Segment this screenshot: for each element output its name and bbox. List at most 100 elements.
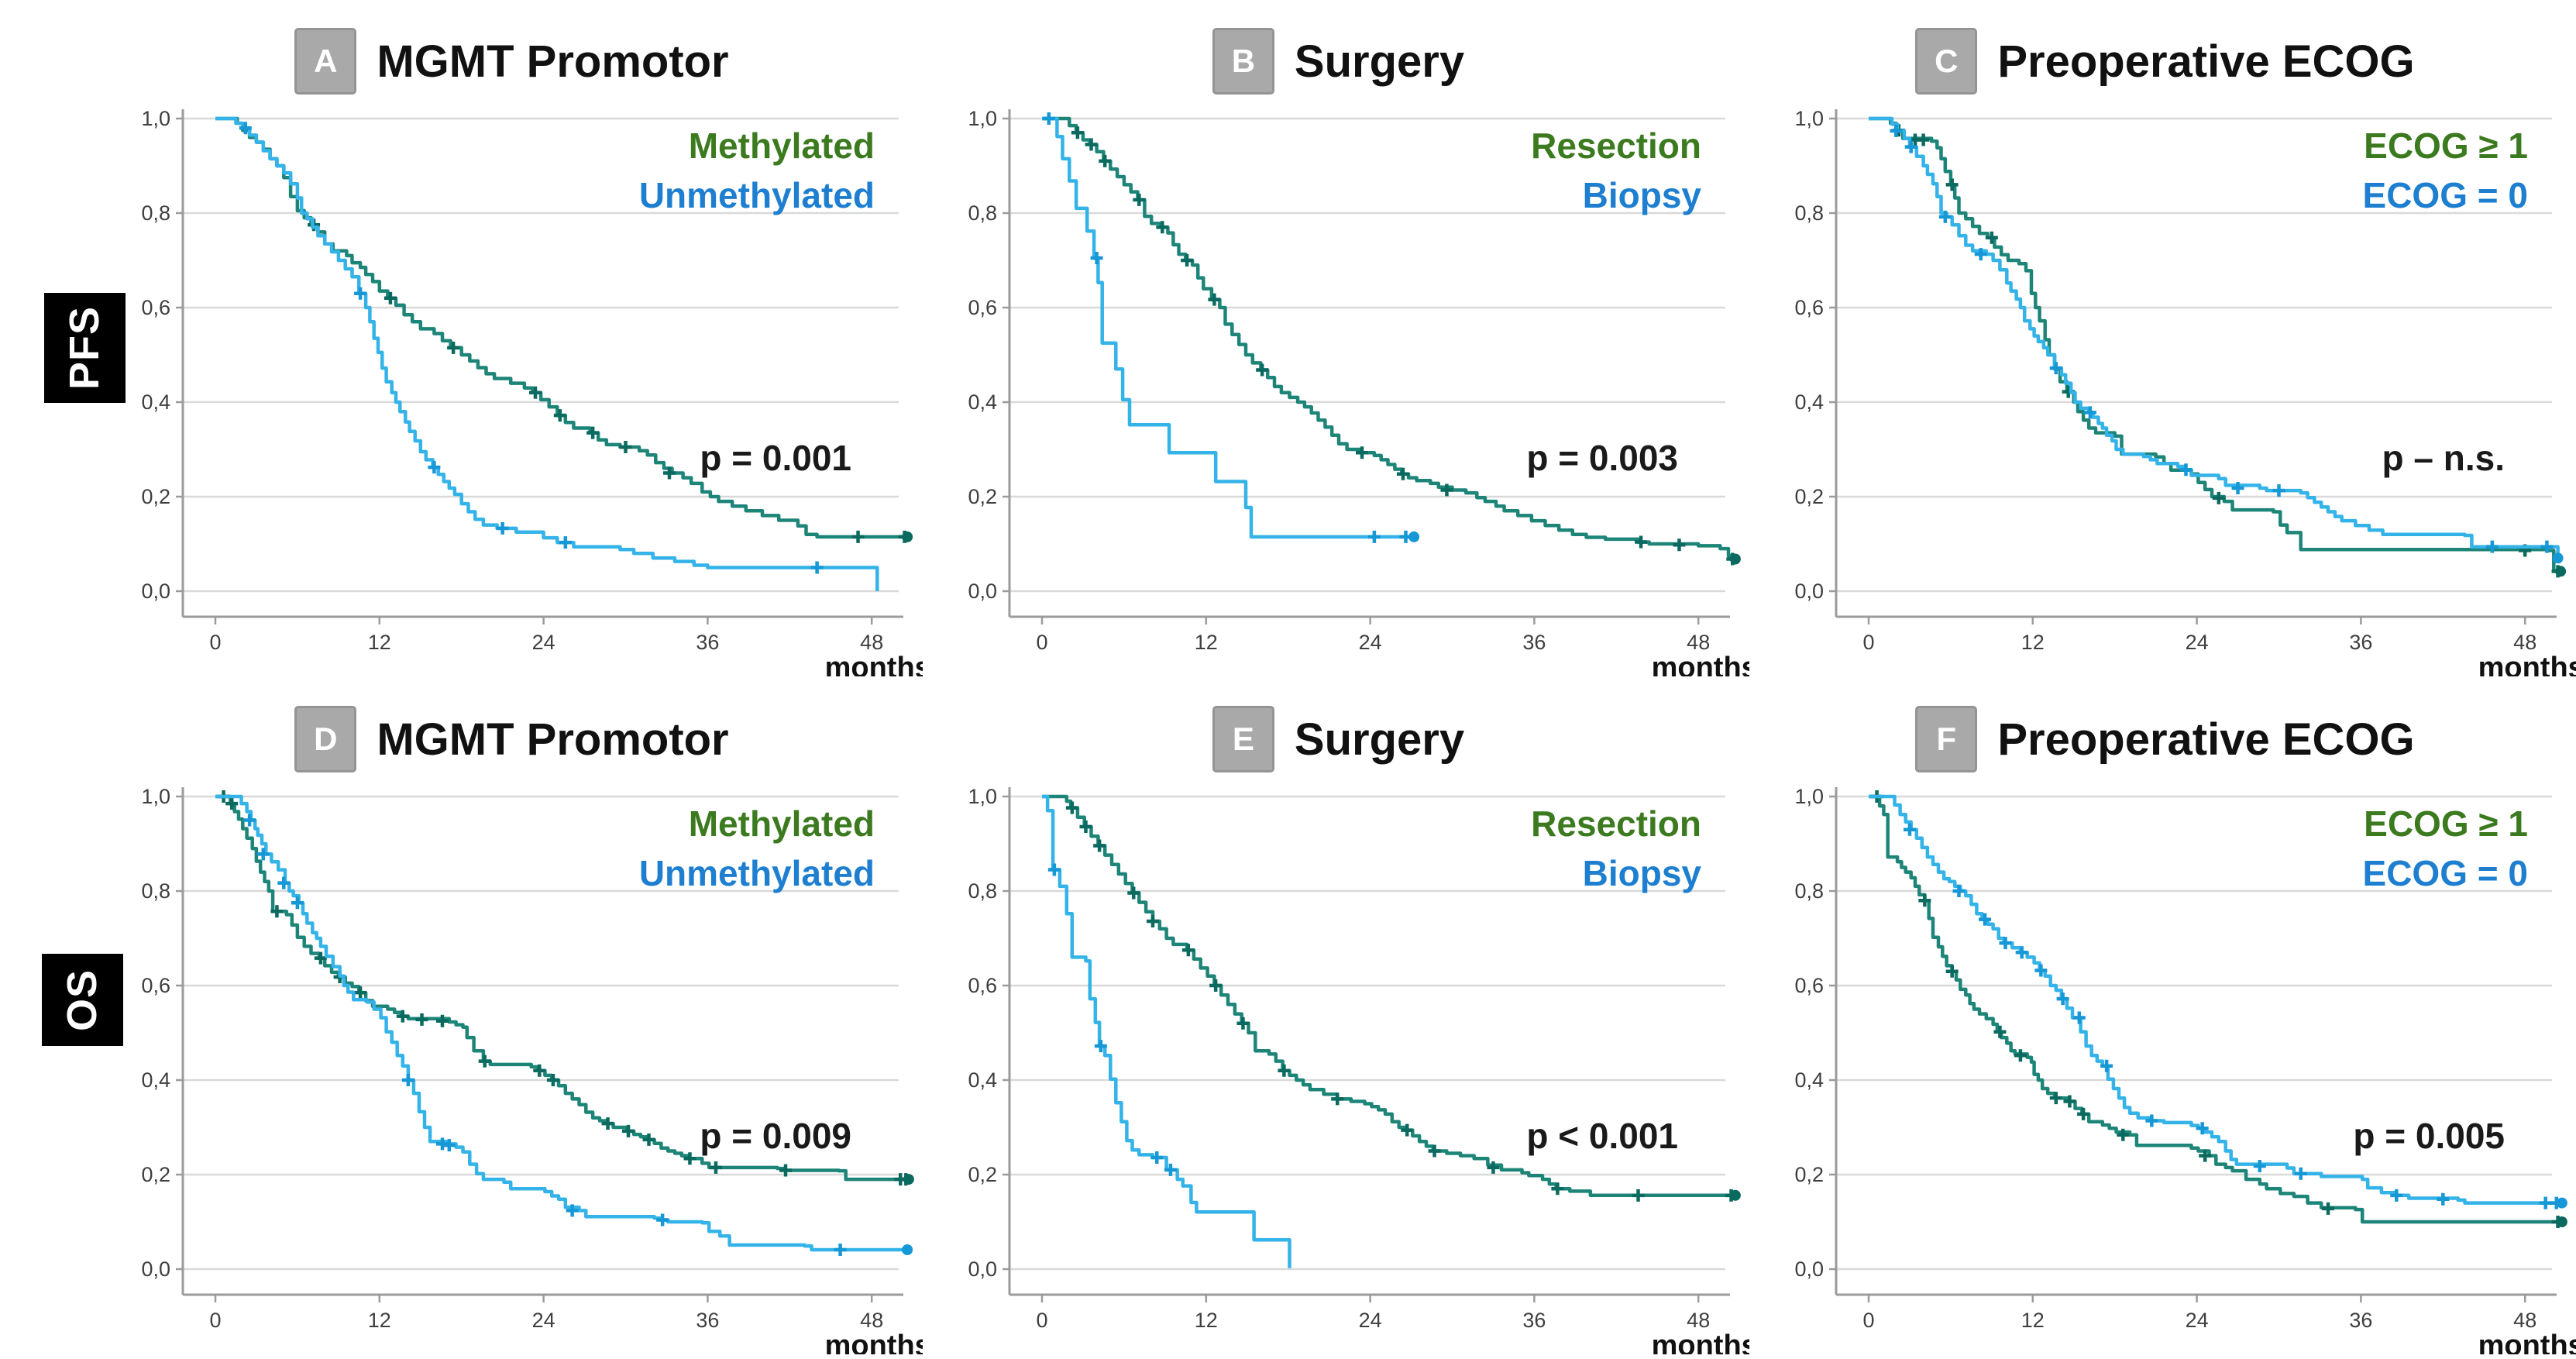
- censor-marker: [239, 122, 252, 135]
- y-tick-label: 0,0: [1794, 580, 1824, 603]
- censor-marker: [2253, 1160, 2266, 1173]
- x-tick-label: 36: [1522, 631, 1546, 654]
- y-tick-label: 0,4: [141, 1068, 170, 1092]
- censor-marker: [1181, 944, 1195, 957]
- y-tick-label: 0,0: [968, 580, 997, 603]
- censor-marker: [1356, 446, 1369, 459]
- y-tick-label: 0,6: [968, 296, 997, 319]
- censor-marker: [2179, 463, 2193, 477]
- legend-item-biopsy: Biopsy: [1582, 853, 1701, 893]
- censor-marker: [1367, 530, 1381, 543]
- y-tick-label: 0,6: [141, 296, 170, 319]
- censor-marker: [1256, 363, 1269, 377]
- censor-marker: [1156, 221, 1169, 234]
- x-tick-label: 0: [1036, 631, 1047, 654]
- x-tick-label: 12: [2021, 631, 2045, 654]
- legend-b: Resection Biopsy: [1531, 121, 1701, 220]
- censor-marker: [442, 1139, 456, 1152]
- y-tick-label: 0,8: [1794, 879, 1824, 903]
- x-tick-label: 24: [1359, 631, 1382, 654]
- x-tick-label: 12: [368, 631, 391, 654]
- y-tick-label: 0,4: [1794, 390, 1824, 414]
- legend-f: ECOG ≥ 1 ECOG = 0: [2363, 799, 2528, 898]
- censor-marker: [1487, 1161, 1500, 1174]
- curve-end-marker: [2556, 1197, 2567, 1209]
- censor-marker: [1401, 1123, 1414, 1137]
- censor-marker: [662, 466, 676, 480]
- censor-marker: [1974, 248, 1987, 261]
- x-tick-label: 0: [209, 1309, 221, 1332]
- censor-marker: [642, 1133, 655, 1146]
- x-tick-label: 12: [1195, 1309, 1218, 1332]
- x-tick-label: 36: [1522, 1309, 1546, 1332]
- y-tick-label: 0,8: [1794, 201, 1824, 225]
- y-tick-label: 1,0: [968, 785, 997, 808]
- y-tick-label: 1,0: [1794, 107, 1824, 130]
- censor-marker: [2212, 491, 2225, 504]
- curve-end-marker: [1408, 531, 1420, 542]
- legend-item-unmethylated: Unmethylated: [638, 175, 875, 215]
- x-tick-label: 36: [2349, 631, 2372, 654]
- censor-marker: [2294, 1167, 2307, 1180]
- legend-item-ecog-0: ECOG = 0: [2362, 853, 2528, 893]
- y-tick-label: 0,4: [141, 390, 170, 414]
- censor-marker: [1999, 937, 2012, 950]
- censor-marker: [291, 896, 304, 910]
- y-tick-label: 0,0: [968, 1258, 997, 1281]
- censor-marker: [415, 1013, 428, 1026]
- censor-marker: [2015, 946, 2028, 959]
- censor-marker: [546, 1074, 559, 1086]
- censor-marker: [1236, 1017, 1250, 1030]
- censor-marker: [851, 530, 865, 543]
- legend-item-unmethylated: Unmethylated: [638, 853, 875, 893]
- censor-marker: [1673, 538, 1686, 552]
- censor-marker: [401, 1074, 414, 1086]
- y-tick-label: 0,8: [968, 201, 997, 225]
- legend-item-methylated: Methylated: [688, 803, 875, 844]
- x-tick-label: 36: [2349, 1309, 2372, 1332]
- y-tick-label: 0,0: [141, 580, 170, 603]
- censor-marker: [2117, 1128, 2130, 1141]
- censor-marker: [1181, 254, 1194, 267]
- x-tick-label: 48: [2513, 631, 2536, 654]
- censor-marker: [1903, 823, 1916, 836]
- censor-marker: [1440, 483, 1453, 497]
- legend-a: Methylated Unmethylated: [639, 121, 875, 220]
- legend-d: Methylated Unmethylated: [639, 799, 875, 898]
- panel-e-os: 1,0 0,8 0,6 0,4 0,2 0,0 0 12 24 36 48 months E Surger…: [927, 700, 1749, 1354]
- censor-marker: [2272, 484, 2285, 497]
- censor-marker: [2231, 482, 2244, 495]
- censor-marker: [601, 1117, 614, 1130]
- row-label-os-text: OS: [59, 969, 106, 1031]
- km-curve-ecog-0: [1869, 794, 2562, 1205]
- censor-marker: [2390, 1189, 2403, 1202]
- y-tick-label: 0,6: [968, 974, 997, 997]
- censor-marker: [1208, 293, 1221, 306]
- censor-marker: [2049, 362, 2062, 375]
- km-curve-resection: [1042, 794, 1735, 1198]
- x-tick-label: 36: [696, 631, 719, 654]
- x-axis-unit-label: months: [1652, 652, 1749, 676]
- panel-badge-b: B: [1212, 28, 1274, 95]
- censor-marker: [1079, 821, 1092, 834]
- y-tick-label: 1,0: [141, 785, 170, 808]
- censor-marker: [2199, 1149, 2212, 1162]
- censor-marker: [1042, 112, 1055, 125]
- censor-marker: [656, 1213, 669, 1227]
- censor-marker: [622, 1124, 635, 1137]
- y-tick-label: 1,0: [1794, 785, 1824, 808]
- curve-end-marker: [902, 1244, 913, 1255]
- row-label-os: OS: [42, 954, 123, 1046]
- censor-marker: [256, 848, 270, 861]
- panel-badge-c: C: [1915, 28, 1978, 95]
- censor-marker: [1635, 535, 1648, 549]
- panel-title-text: Surgery: [1294, 714, 1465, 765]
- censor-marker: [243, 814, 256, 827]
- censor-marker: [1904, 140, 1917, 153]
- km-curve-methylated: [215, 794, 909, 1182]
- censor-marker: [2437, 1192, 2450, 1206]
- censor-marker: [1993, 1025, 2007, 1038]
- y-tick-label: 0,4: [968, 1068, 997, 1092]
